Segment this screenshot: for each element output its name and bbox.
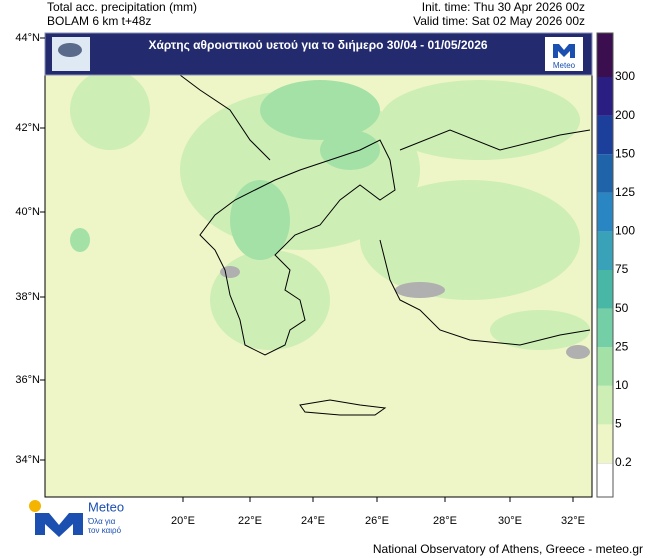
colorbar-label: 10 <box>615 378 629 392</box>
colorbar-segment <box>597 154 613 193</box>
colorbar-segment <box>597 308 613 348</box>
colorbar-segment <box>597 424 613 463</box>
colorbar-segment <box>597 77 613 116</box>
lon-label: 24°E <box>301 515 325 527</box>
colorbar-segment <box>597 115 613 155</box>
banner <box>44 32 593 76</box>
logo-sun <box>29 500 41 512</box>
logo-tagline: Όλα για <box>87 517 116 526</box>
lat-label: 36°N <box>15 374 40 386</box>
colorbar-label: 50 <box>615 301 629 315</box>
colorbar-label: 300 <box>615 69 635 83</box>
lon-label: 20°E <box>171 515 195 527</box>
coastlines <box>159 59 591 416</box>
header-title: Total acc. precipitation (mm) <box>47 0 197 14</box>
colorbar-segment <box>597 347 613 386</box>
colorbar-label: 150 <box>615 146 635 160</box>
banner-title: Χάρτης αθροιστικού υετού για το διήμερο … <box>148 38 487 52</box>
banner-logo-text: Meteo <box>553 61 576 70</box>
colorbar-segment <box>597 270 613 309</box>
footer: National Observatory of Athens, Greece -… <box>373 542 643 556</box>
rain-patches-heavy <box>70 80 380 260</box>
logo-tagline: τον καιρό <box>88 526 122 535</box>
init-time: Init. time: Thu 30 Apr 2026 00z <box>422 0 585 14</box>
lon-label: 32°E <box>561 515 585 527</box>
colorbar-label: 0.2 <box>615 455 632 469</box>
colorbar-segment <box>596 462 614 498</box>
lat-label: 40°N <box>15 206 40 218</box>
colorbar-segment <box>597 231 613 270</box>
cloud-icon <box>58 43 82 57</box>
lat-label: 34°N <box>15 454 40 466</box>
header-model: BOLAM 6 km t+48z <box>47 14 151 28</box>
lon-label: 28°E <box>433 515 457 527</box>
colorbar-frame <box>596 32 614 498</box>
lon-label: 22°E <box>238 515 262 527</box>
lat-label: 38°N <box>15 291 40 303</box>
lon-label: 30°E <box>498 515 522 527</box>
colorbar-label: 25 <box>615 339 629 353</box>
logo-mark <box>35 513 83 537</box>
valid-time: Valid time: Sat 02 May 2026 00z <box>413 14 585 28</box>
lon-label: 26°E <box>365 515 389 527</box>
logo-name: Meteo <box>88 499 124 514</box>
lat-label: 42°N <box>15 122 40 134</box>
colorbar-label: 125 <box>615 185 635 199</box>
colorbar-label: 75 <box>615 262 629 276</box>
colorbar-segment <box>597 192 613 232</box>
colorbar-label: 100 <box>615 224 635 238</box>
map-area <box>44 32 593 498</box>
lat-label: 44°N <box>15 32 40 44</box>
colorbar-label: 5 <box>615 417 622 431</box>
colorbar-label: 200 <box>615 108 635 122</box>
banner-logo-mark <box>553 44 575 58</box>
colorbar-segment <box>597 33 613 77</box>
colorbar-segment <box>597 385 613 425</box>
